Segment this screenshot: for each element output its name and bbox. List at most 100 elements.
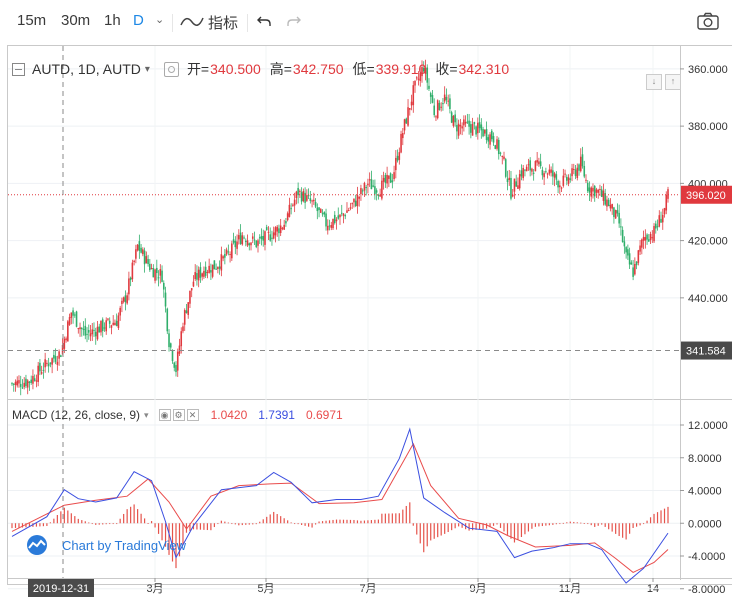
candle-body [490, 130, 493, 140]
macd-histogram-bar [119, 518, 121, 524]
macd-histogram-bar [248, 523, 250, 525]
macd-title[interactable]: MACD (12, 26, close, 9) [12, 408, 141, 422]
candle-body [30, 379, 32, 383]
candle-body [482, 129, 484, 137]
macd-histogram-bar [130, 506, 132, 524]
candle-body [351, 203, 354, 205]
macd-histogram-bar [321, 521, 324, 524]
candle-body [250, 242, 252, 246]
crosshair-price-label: 341.584 [686, 346, 726, 358]
candle-body [199, 267, 202, 278]
candle-body [473, 122, 476, 125]
candle-body [84, 325, 87, 336]
macd-histogram-bar [56, 515, 58, 524]
candle-body [372, 185, 374, 187]
interval-dropdown-chevron-icon[interactable]: ⌄ [155, 14, 165, 26]
macd-histogram-bar [328, 520, 331, 524]
macd-histogram-bar [49, 522, 51, 524]
tradingview-watermark[interactable]: Chart by TradingView [22, 535, 186, 555]
snapshot-button[interactable] [697, 12, 719, 34]
candle-body [586, 182, 589, 192]
candle-body [485, 129, 488, 140]
redo-button[interactable] [286, 13, 302, 33]
macd-histogram-bar [203, 523, 205, 530]
pane-up-arrow-icon[interactable]: ↑ [665, 74, 681, 90]
candle-body [450, 112, 453, 123]
undo-icon [257, 16, 271, 26]
macd-histogram-bar [21, 523, 24, 528]
candle-body [101, 319, 104, 331]
candle-body [269, 234, 272, 241]
macd-histogram-bar [77, 518, 79, 524]
macd-histogram-bar [150, 521, 153, 524]
macd-histogram-bar [475, 523, 477, 530]
candle-body [398, 152, 401, 160]
macd-histogram-bar [447, 523, 449, 533]
macd-histogram-bar [342, 519, 345, 524]
macd-remove-icon[interactable]: ✕ [186, 409, 199, 421]
chart-container[interactable] [7, 45, 732, 585]
candle-body [168, 333, 170, 348]
candle-body [456, 125, 458, 132]
macd-histogram-bar [639, 523, 641, 526]
macd-histogram-bar [335, 519, 338, 524]
macd-histogram-bar [485, 523, 488, 529]
macd-histogram-bar [642, 523, 645, 525]
candle-body [251, 236, 254, 239]
candle-body [173, 362, 176, 368]
macd-histogram-bar [611, 523, 613, 532]
candle-body [644, 237, 647, 241]
macd-histogram-bar [290, 522, 292, 524]
macd-settings-icon[interactable]: ⚙ [172, 409, 185, 421]
macd-histogram-bar [276, 514, 278, 524]
candle-body [504, 159, 507, 177]
candle-body [229, 254, 231, 256]
candle-body [33, 378, 36, 381]
candle-body [86, 333, 88, 335]
candle-body [641, 239, 643, 248]
pane-buttons: ↓ ↑ [643, 74, 681, 90]
undo-button[interactable] [256, 13, 272, 33]
macd-histogram-bar [175, 523, 177, 569]
candle-body [365, 187, 367, 189]
symbol-label[interactable]: AUTD, 1D, AUTD [32, 61, 141, 77]
symbol-dropdown-chevron-icon[interactable]: ▾ [144, 63, 150, 75]
visibility-eye-icon[interactable] [163, 61, 179, 77]
macd-histogram-bar [625, 523, 627, 540]
macd-histogram-bar [569, 521, 571, 524]
macd-histogram-bar [492, 523, 495, 526]
candle-body [654, 223, 657, 229]
candle-body [567, 177, 570, 184]
interval-30m-button[interactable]: 30m [61, 12, 91, 29]
candle-body [620, 226, 622, 228]
candle-body [337, 215, 340, 219]
interval-1h-button[interactable]: 1h [104, 12, 121, 29]
pane-down-arrow-icon[interactable]: ↓ [646, 74, 662, 90]
indicators-button[interactable]: 指标 [208, 15, 239, 32]
macd-histogram-bar [238, 523, 240, 526]
candle-body [333, 214, 336, 224]
macd-histogram-bar [137, 509, 139, 524]
macd-histogram-bar [388, 513, 390, 524]
candle-body [11, 383, 13, 385]
candle-body [360, 188, 362, 195]
candle-body [424, 67, 427, 74]
macd-histogram-bar [39, 523, 41, 527]
macd-histogram-bar [622, 523, 624, 538]
candle-body [375, 190, 378, 193]
candle-body [147, 259, 149, 265]
macd-histogram-bar [102, 523, 104, 525]
candle-body [293, 199, 296, 206]
macd-histogram-bar [88, 522, 90, 524]
candle-body [431, 95, 434, 103]
candle-body [389, 173, 392, 183]
collapse-legend-icon[interactable] [12, 62, 25, 76]
interval-15m-button[interactable]: 15m [17, 12, 47, 29]
macd-histogram-bar [594, 523, 596, 527]
macd-dropdown-chevron-icon[interactable]: ▾ [144, 409, 149, 420]
macd-visibility-icon[interactable]: ◉ [158, 409, 171, 421]
interval-d-button[interactable]: D [133, 12, 144, 29]
high-label: 高= [269, 61, 292, 77]
chart-type-button[interactable] [180, 14, 204, 32]
